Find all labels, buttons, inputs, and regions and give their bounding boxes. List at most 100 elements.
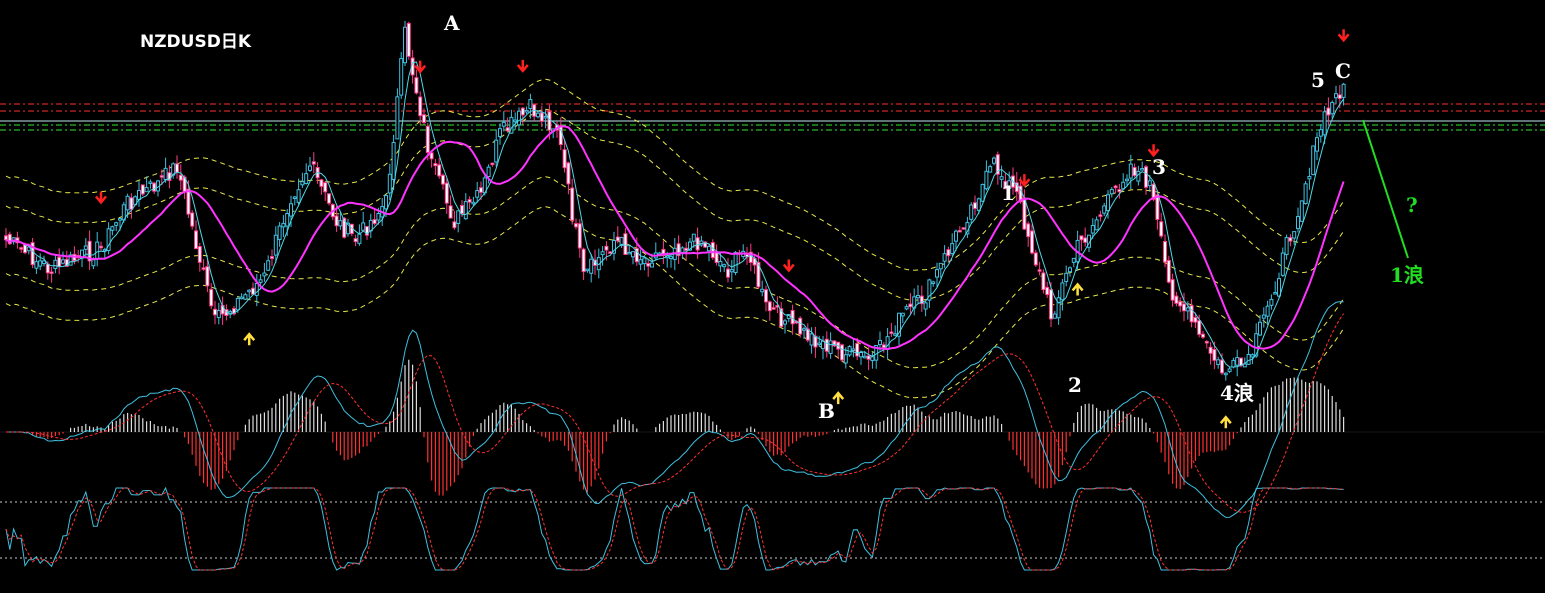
candle-body	[604, 245, 609, 251]
candle	[938, 262, 943, 279]
candle	[779, 302, 784, 328]
candle-body	[1315, 137, 1319, 152]
candle	[1299, 200, 1304, 222]
candle-body	[783, 320, 787, 325]
candle	[349, 223, 354, 237]
candle-body	[266, 260, 271, 271]
candle	[1280, 247, 1285, 278]
candle	[1201, 331, 1205, 339]
candle-body	[1106, 194, 1110, 212]
candle-body	[201, 267, 206, 270]
candle-body	[1235, 357, 1240, 366]
candle	[441, 173, 445, 190]
candle-body	[140, 184, 145, 195]
candle-body	[1083, 237, 1088, 243]
candle	[524, 106, 529, 114]
candle-body	[1060, 282, 1065, 301]
candle	[802, 326, 806, 339]
candle-body	[467, 199, 472, 203]
candle-body	[327, 193, 331, 204]
candle-body	[422, 114, 426, 123]
candle	[99, 241, 103, 251]
candle-body	[900, 312, 905, 317]
candle-body	[391, 141, 396, 181]
candle	[1273, 281, 1278, 295]
candle	[840, 343, 844, 363]
candle-body	[1144, 166, 1148, 188]
arrow-down-c	[1337, 29, 1350, 43]
candle	[916, 285, 920, 304]
candle-body	[505, 127, 510, 132]
candle-body	[942, 253, 947, 262]
candle-body	[129, 197, 134, 210]
candle-body	[878, 340, 882, 346]
candle	[760, 280, 765, 297]
candle	[600, 246, 605, 266]
candle-body	[927, 279, 932, 301]
candle-body	[520, 107, 525, 116]
candle-body	[376, 213, 381, 221]
candle-body	[1322, 111, 1327, 136]
wave-label-3: 3	[1152, 155, 1166, 179]
candle-body	[216, 310, 221, 319]
candle	[319, 178, 324, 195]
candle-body	[1071, 257, 1076, 263]
candle	[988, 164, 993, 173]
candle	[889, 322, 894, 337]
candle	[110, 225, 115, 236]
candle-body	[346, 222, 350, 235]
wave-labels: NZDUSD日K A B C 1 2 3 4浪 5 ? 1浪	[140, 11, 1424, 423]
candle	[414, 69, 419, 95]
candle	[612, 231, 616, 261]
candle-body	[1094, 219, 1099, 231]
candle	[452, 210, 457, 230]
candle-body	[1284, 237, 1289, 256]
candle	[61, 251, 65, 265]
candle	[1246, 345, 1251, 365]
candle	[995, 151, 1000, 185]
candle	[1307, 167, 1312, 190]
candle-body	[361, 222, 366, 231]
candle-body	[1003, 180, 1008, 190]
candle-body	[205, 266, 210, 287]
candle-body	[1068, 267, 1072, 273]
candle	[1330, 100, 1335, 119]
candle	[505, 117, 510, 133]
candle-body	[1277, 278, 1281, 297]
candle-body	[1212, 348, 1217, 361]
candle-body	[1128, 163, 1133, 179]
candle-body	[1079, 235, 1084, 241]
candle-body	[239, 296, 244, 300]
candle-body	[95, 241, 100, 259]
candle-body	[1064, 272, 1069, 283]
candle	[969, 202, 974, 225]
candle	[908, 293, 913, 315]
candle	[1052, 311, 1057, 319]
candle	[1128, 154, 1133, 190]
candle	[220, 296, 225, 326]
candle	[669, 253, 673, 268]
candle-body	[710, 242, 715, 259]
candle-body	[57, 256, 62, 268]
candle	[448, 195, 453, 219]
candle	[437, 157, 442, 179]
candle-body	[1132, 166, 1137, 177]
candle	[144, 176, 149, 193]
candle	[513, 112, 518, 130]
candle-body	[437, 164, 442, 177]
candle-body	[34, 261, 39, 269]
arrow-up-b	[832, 391, 845, 405]
candle	[19, 246, 24, 253]
candle	[1060, 278, 1065, 311]
candle-body	[855, 342, 860, 357]
candle-body	[1231, 359, 1236, 368]
candle	[1326, 97, 1331, 126]
wave-label-2: 2	[1068, 373, 1082, 397]
candle-body	[110, 226, 115, 231]
candle-body	[733, 252, 738, 274]
candle-body	[1185, 307, 1190, 312]
candle	[1068, 266, 1072, 277]
candle-body	[1193, 316, 1198, 323]
candle	[361, 211, 366, 232]
candle-body	[1296, 216, 1300, 230]
